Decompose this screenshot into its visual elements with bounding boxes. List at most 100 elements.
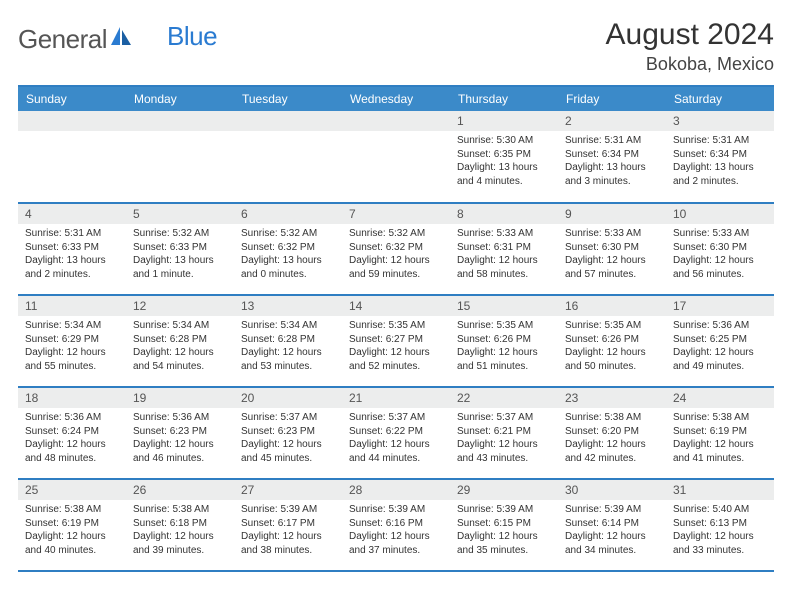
day-details: Sunrise: 5:35 AMSunset: 6:26 PMDaylight:…	[558, 316, 666, 377]
calendar-day-cell: 29Sunrise: 5:39 AMSunset: 6:15 PMDayligh…	[450, 479, 558, 571]
sunset-text: Sunset: 6:28 PM	[133, 333, 227, 347]
calendar-day-cell: 2Sunrise: 5:31 AMSunset: 6:34 PMDaylight…	[558, 111, 666, 203]
sunrise-text: Sunrise: 5:30 AM	[457, 134, 551, 148]
day-number: 8	[450, 204, 558, 224]
calendar-day-cell: 26Sunrise: 5:38 AMSunset: 6:18 PMDayligh…	[126, 479, 234, 571]
sunset-text: Sunset: 6:20 PM	[565, 425, 659, 439]
day-header: Friday	[558, 86, 666, 111]
day-number: 5	[126, 204, 234, 224]
calendar-day-cell: 5Sunrise: 5:32 AMSunset: 6:33 PMDaylight…	[126, 203, 234, 295]
calendar-day-cell: 8Sunrise: 5:33 AMSunset: 6:31 PMDaylight…	[450, 203, 558, 295]
sunrise-text: Sunrise: 5:40 AM	[673, 503, 767, 517]
day-header: Wednesday	[342, 86, 450, 111]
day-details: Sunrise: 5:36 AMSunset: 6:23 PMDaylight:…	[126, 408, 234, 469]
day-details: Sunrise: 5:34 AMSunset: 6:28 PMDaylight:…	[126, 316, 234, 377]
sunset-text: Sunset: 6:27 PM	[349, 333, 443, 347]
sunset-text: Sunset: 6:22 PM	[349, 425, 443, 439]
calendar-day-cell: 30Sunrise: 5:39 AMSunset: 6:14 PMDayligh…	[558, 479, 666, 571]
day-details	[126, 131, 234, 138]
sunset-text: Sunset: 6:19 PM	[25, 517, 119, 531]
sunrise-text: Sunrise: 5:34 AM	[241, 319, 335, 333]
sunset-text: Sunset: 6:32 PM	[349, 241, 443, 255]
day-number: 17	[666, 296, 774, 316]
day-details: Sunrise: 5:31 AMSunset: 6:34 PMDaylight:…	[666, 131, 774, 192]
sunrise-text: Sunrise: 5:31 AM	[565, 134, 659, 148]
daylight-text: Daylight: 12 hours and 55 minutes.	[25, 346, 119, 373]
day-number: 23	[558, 388, 666, 408]
calendar-table: Sunday Monday Tuesday Wednesday Thursday…	[18, 85, 774, 572]
calendar-week-row: 11Sunrise: 5:34 AMSunset: 6:29 PMDayligh…	[18, 295, 774, 387]
day-number: 2	[558, 111, 666, 131]
day-details: Sunrise: 5:36 AMSunset: 6:24 PMDaylight:…	[18, 408, 126, 469]
day-details: Sunrise: 5:39 AMSunset: 6:14 PMDaylight:…	[558, 500, 666, 561]
day-number: 1	[450, 111, 558, 131]
sunset-text: Sunset: 6:14 PM	[565, 517, 659, 531]
calendar-week-row: 25Sunrise: 5:38 AMSunset: 6:19 PMDayligh…	[18, 479, 774, 571]
sunrise-text: Sunrise: 5:36 AM	[673, 319, 767, 333]
sunrise-text: Sunrise: 5:35 AM	[457, 319, 551, 333]
title-block: August 2024 Bokoba, Mexico	[606, 18, 774, 75]
daylight-text: Daylight: 12 hours and 38 minutes.	[241, 530, 335, 557]
day-number: 7	[342, 204, 450, 224]
sunset-text: Sunset: 6:24 PM	[25, 425, 119, 439]
day-details: Sunrise: 5:38 AMSunset: 6:19 PMDaylight:…	[666, 408, 774, 469]
calendar-day-cell: 23Sunrise: 5:38 AMSunset: 6:20 PMDayligh…	[558, 387, 666, 479]
day-header: Monday	[126, 86, 234, 111]
calendar-day-cell: 3Sunrise: 5:31 AMSunset: 6:34 PMDaylight…	[666, 111, 774, 203]
calendar-day-cell	[126, 111, 234, 203]
calendar-day-cell: 31Sunrise: 5:40 AMSunset: 6:13 PMDayligh…	[666, 479, 774, 571]
day-number: 21	[342, 388, 450, 408]
calendar-day-cell: 21Sunrise: 5:37 AMSunset: 6:22 PMDayligh…	[342, 387, 450, 479]
calendar-day-cell: 17Sunrise: 5:36 AMSunset: 6:25 PMDayligh…	[666, 295, 774, 387]
sunset-text: Sunset: 6:21 PM	[457, 425, 551, 439]
daylight-text: Daylight: 12 hours and 34 minutes.	[565, 530, 659, 557]
sunrise-text: Sunrise: 5:36 AM	[133, 411, 227, 425]
day-details: Sunrise: 5:39 AMSunset: 6:17 PMDaylight:…	[234, 500, 342, 561]
calendar-day-cell: 27Sunrise: 5:39 AMSunset: 6:17 PMDayligh…	[234, 479, 342, 571]
sunset-text: Sunset: 6:29 PM	[25, 333, 119, 347]
sunrise-text: Sunrise: 5:39 AM	[241, 503, 335, 517]
calendar-day-cell	[18, 111, 126, 203]
calendar-day-cell: 13Sunrise: 5:34 AMSunset: 6:28 PMDayligh…	[234, 295, 342, 387]
daylight-text: Daylight: 12 hours and 42 minutes.	[565, 438, 659, 465]
sunset-text: Sunset: 6:32 PM	[241, 241, 335, 255]
day-details	[342, 131, 450, 138]
calendar-day-cell: 19Sunrise: 5:36 AMSunset: 6:23 PMDayligh…	[126, 387, 234, 479]
calendar-day-cell: 14Sunrise: 5:35 AMSunset: 6:27 PMDayligh…	[342, 295, 450, 387]
sunset-text: Sunset: 6:34 PM	[673, 148, 767, 162]
sunrise-text: Sunrise: 5:31 AM	[673, 134, 767, 148]
sunrise-text: Sunrise: 5:39 AM	[565, 503, 659, 517]
calendar-day-cell: 4Sunrise: 5:31 AMSunset: 6:33 PMDaylight…	[18, 203, 126, 295]
day-details: Sunrise: 5:33 AMSunset: 6:31 PMDaylight:…	[450, 224, 558, 285]
day-number	[234, 111, 342, 131]
sunset-text: Sunset: 6:33 PM	[25, 241, 119, 255]
day-number: 29	[450, 480, 558, 500]
location-label: Bokoba, Mexico	[606, 54, 774, 75]
sunset-text: Sunset: 6:26 PM	[457, 333, 551, 347]
day-header: Saturday	[666, 86, 774, 111]
logo-text-gray: General	[18, 24, 107, 55]
sunset-text: Sunset: 6:23 PM	[133, 425, 227, 439]
daylight-text: Daylight: 12 hours and 49 minutes.	[673, 346, 767, 373]
calendar-day-cell: 16Sunrise: 5:35 AMSunset: 6:26 PMDayligh…	[558, 295, 666, 387]
calendar-day-cell: 7Sunrise: 5:32 AMSunset: 6:32 PMDaylight…	[342, 203, 450, 295]
calendar-week-row: 18Sunrise: 5:36 AMSunset: 6:24 PMDayligh…	[18, 387, 774, 479]
month-title: August 2024	[606, 18, 774, 52]
calendar-week-row: 4Sunrise: 5:31 AMSunset: 6:33 PMDaylight…	[18, 203, 774, 295]
calendar-day-cell: 12Sunrise: 5:34 AMSunset: 6:28 PMDayligh…	[126, 295, 234, 387]
sunrise-text: Sunrise: 5:37 AM	[241, 411, 335, 425]
day-details: Sunrise: 5:31 AMSunset: 6:34 PMDaylight:…	[558, 131, 666, 192]
day-details	[18, 131, 126, 138]
sunset-text: Sunset: 6:13 PM	[673, 517, 767, 531]
day-number: 4	[18, 204, 126, 224]
sunrise-text: Sunrise: 5:32 AM	[241, 227, 335, 241]
daylight-text: Daylight: 12 hours and 51 minutes.	[457, 346, 551, 373]
day-number: 10	[666, 204, 774, 224]
daylight-text: Daylight: 12 hours and 44 minutes.	[349, 438, 443, 465]
daylight-text: Daylight: 13 hours and 1 minute.	[133, 254, 227, 281]
daylight-text: Daylight: 12 hours and 33 minutes.	[673, 530, 767, 557]
day-details: Sunrise: 5:30 AMSunset: 6:35 PMDaylight:…	[450, 131, 558, 192]
day-details: Sunrise: 5:35 AMSunset: 6:27 PMDaylight:…	[342, 316, 450, 377]
day-number	[18, 111, 126, 131]
sunset-text: Sunset: 6:17 PM	[241, 517, 335, 531]
